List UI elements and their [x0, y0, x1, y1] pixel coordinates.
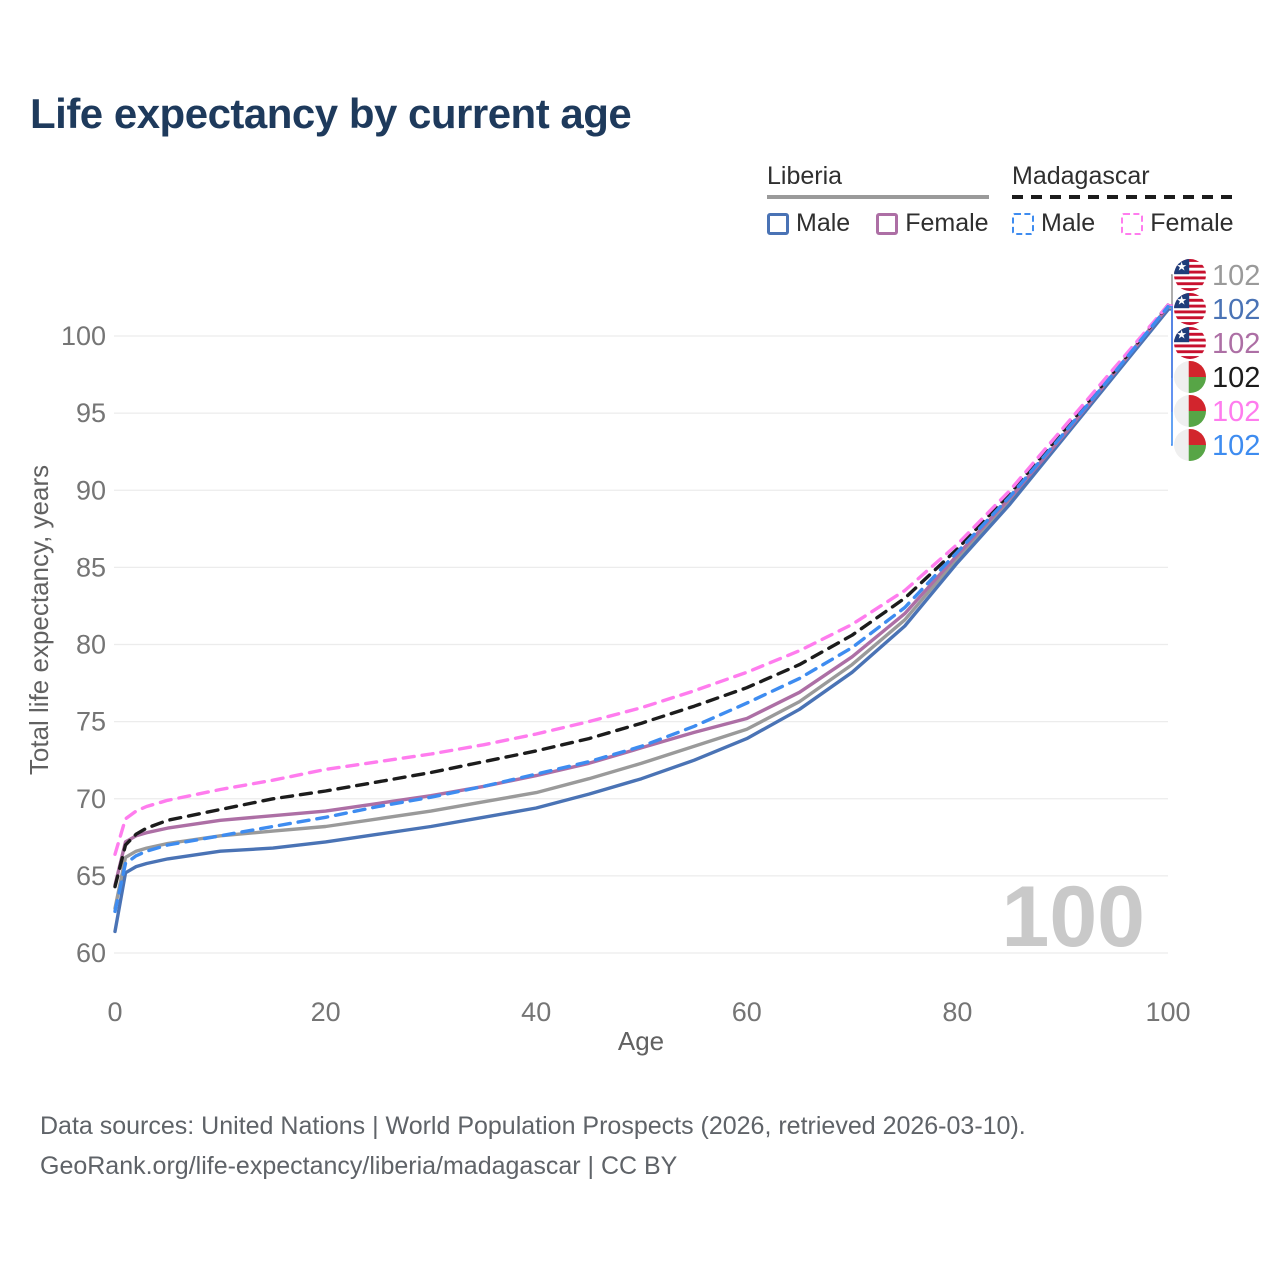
liberia-flag-icon: ★	[1174, 293, 1206, 325]
y-tick-label: 95	[76, 398, 106, 428]
end-value-label: 102	[1212, 362, 1260, 394]
madagascar-line-sample	[1012, 195, 1234, 199]
y-tick-label: 85	[76, 552, 106, 582]
svg-text:★: ★	[1176, 294, 1187, 308]
x-tick-label: 20	[311, 997, 341, 1027]
series-line-madagascar-female	[113, 303, 1170, 856]
y-tick-label: 75	[76, 707, 106, 737]
x-tick-label: 40	[521, 997, 551, 1027]
legend-item-label: Female	[1150, 209, 1234, 237]
madagascar-male-key-icon	[1012, 212, 1034, 235]
legend-item-madagascar-female[interactable]: Female	[1121, 209, 1234, 238]
x-tick-label: 60	[732, 997, 762, 1027]
legend-country-madagascar[interactable]: Madagascar	[1012, 162, 1234, 199]
end-value-label: 102	[1212, 430, 1260, 462]
legend-country-label: Liberia	[767, 162, 843, 190]
legend-item-madagascar-male[interactable]: Male	[1012, 209, 1095, 238]
legend-group-madagascar: Madagascar Male Female	[1012, 162, 1234, 238]
footer-attribution: GeoRank.org/life-expectancy/liberia/mada…	[40, 1152, 678, 1180]
legend-item-label: Male	[1041, 209, 1096, 237]
series-line-madagascar-male	[113, 305, 1170, 914]
x-tick-label: 80	[942, 997, 972, 1027]
series-line-liberia	[113, 306, 1170, 910]
legend-item-label: Male	[796, 209, 851, 237]
y-tick-label: 65	[76, 861, 106, 891]
legend-group-liberia: Liberia Male Female	[767, 162, 989, 238]
end-value-label: 102	[1212, 396, 1260, 428]
svg-text:★: ★	[1176, 328, 1187, 342]
age-counter-watermark: 100	[1002, 869, 1146, 965]
y-tick-label: 80	[76, 630, 106, 660]
y-axis-title: Total life expectancy, years	[24, 465, 54, 775]
legend-item-label: Female	[905, 209, 989, 237]
end-value-label: 102	[1212, 328, 1260, 360]
footer: Data sources: United Nations | World Pop…	[40, 1106, 1026, 1186]
legend-country-label: Madagascar	[1012, 162, 1150, 190]
legend-item-liberia-male[interactable]: Male	[767, 209, 850, 238]
series-line-madagascar	[113, 303, 1170, 889]
end-label-connector	[1168, 274, 1173, 310]
legend-item-liberia-female[interactable]: Female	[876, 209, 989, 238]
x-tick-label: 100	[1145, 997, 1190, 1027]
end-value-label: 102	[1212, 260, 1260, 292]
y-tick-label: 70	[76, 784, 106, 814]
liberia-line-sample	[767, 195, 989, 199]
y-tick-label: 90	[76, 475, 106, 505]
series-line-liberia-male	[113, 308, 1170, 934]
x-axis-title: Age	[618, 1026, 664, 1056]
footer-data-sources: Data sources: United Nations | World Pop…	[40, 1112, 1026, 1140]
liberia-female-key-icon	[876, 212, 899, 235]
liberia-flag-icon: ★	[1174, 327, 1206, 359]
y-tick-label: 100	[61, 321, 106, 351]
end-label-connector	[1168, 305, 1173, 446]
liberia-male-key-icon	[767, 212, 789, 235]
legend-country-liberia[interactable]: Liberia	[767, 162, 989, 199]
madagascar-female-key-icon	[1121, 212, 1144, 235]
page-title: Life expectancy by current age	[30, 90, 632, 137]
liberia-flag-icon: ★	[1174, 259, 1206, 291]
end-value-label: 102	[1212, 294, 1260, 326]
svg-text:★: ★	[1176, 260, 1187, 274]
y-tick-label: 60	[76, 938, 106, 968]
x-tick-label: 0	[107, 997, 122, 1027]
